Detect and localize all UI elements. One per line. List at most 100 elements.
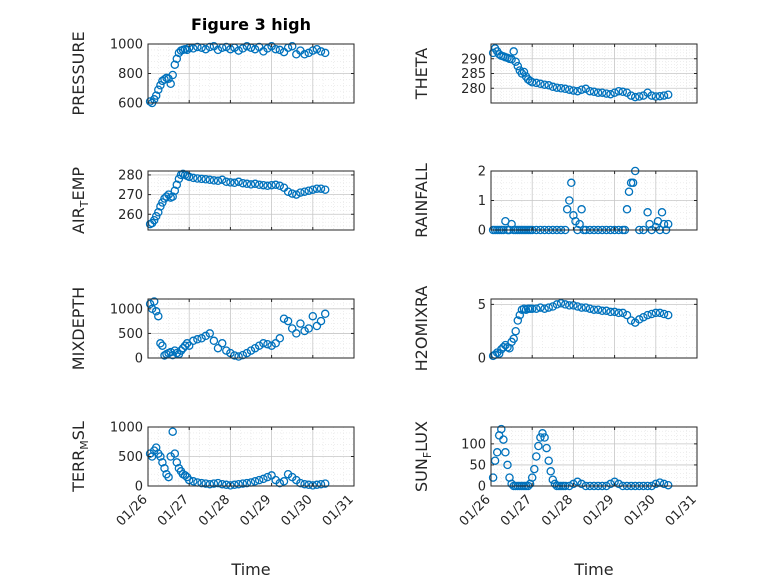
data-point — [569, 479, 578, 489]
data-point — [602, 306, 611, 316]
data-point — [316, 479, 326, 489]
data-point — [300, 479, 309, 489]
data-point — [647, 309, 656, 319]
data-point — [254, 341, 264, 350]
data-point — [234, 479, 243, 489]
data-point — [659, 309, 669, 319]
data-point — [655, 91, 665, 101]
x-tick-label: 01/31 — [320, 492, 357, 529]
data-point — [170, 60, 180, 69]
x-tick-label: 01/27 — [155, 492, 192, 529]
data-point — [267, 180, 276, 190]
data-point — [519, 67, 529, 77]
y-axis-label: RAINFALL — [412, 163, 431, 238]
data-point — [546, 467, 555, 476]
data-point — [217, 175, 227, 185]
data-point — [511, 57, 520, 66]
x-tick-label: 01/31 — [663, 492, 700, 529]
data-point — [145, 299, 155, 309]
data-point — [651, 479, 661, 489]
subplot-rainfall: 0 1 2 RAINFALL — [412, 163, 698, 239]
data-point — [296, 188, 305, 197]
data-point — [614, 86, 623, 96]
data-point — [160, 464, 169, 473]
data-point — [618, 308, 628, 318]
y-axis-label: SUNFLUX — [412, 421, 434, 492]
data-point — [300, 50, 309, 59]
subplot-pressure: 600 800 1000 PRESSURE — [69, 31, 355, 116]
data-point — [635, 92, 644, 101]
data-point — [606, 89, 615, 99]
data-point — [170, 186, 180, 195]
data-point — [267, 341, 276, 350]
data-point — [534, 441, 543, 451]
data-point — [292, 190, 301, 199]
y-tick-label: 0 — [478, 352, 486, 367]
data-point — [189, 44, 198, 53]
y-tick-label: 2 — [478, 165, 486, 180]
data-point — [168, 427, 177, 436]
data-point — [205, 42, 215, 52]
y-axis-label: AIRTEMP — [69, 167, 91, 234]
data-point — [172, 180, 182, 190]
data-point — [503, 460, 512, 470]
data-point — [507, 219, 516, 229]
subplot-h2omixra: 0 5 H2OMIXRA — [412, 286, 698, 371]
axes-box — [147, 170, 355, 231]
data-point — [234, 177, 243, 187]
data-point — [197, 478, 206, 488]
data-point — [663, 219, 673, 229]
data-point — [156, 452, 165, 461]
data-point — [581, 303, 591, 312]
data-point — [488, 473, 498, 482]
data-point — [154, 311, 163, 321]
y-tick-label: 1000 — [110, 302, 143, 317]
data-point — [287, 324, 297, 333]
data-point — [527, 78, 537, 87]
data-point — [189, 336, 198, 346]
data-point — [643, 208, 652, 217]
data-point — [565, 85, 574, 94]
data-point — [544, 81, 553, 90]
data-point — [614, 308, 623, 318]
data-point — [562, 205, 572, 214]
data-point — [279, 314, 289, 323]
data-point — [548, 302, 558, 311]
mixdepth-points — [145, 297, 330, 361]
data-point — [156, 81, 165, 90]
axes-box — [147, 298, 355, 359]
data-point — [565, 196, 574, 205]
data-point — [213, 478, 223, 488]
data-point — [275, 334, 285, 343]
data-point — [602, 89, 611, 98]
data-point — [532, 78, 541, 88]
data-point — [659, 479, 669, 489]
y-tick-label: 1 — [478, 194, 486, 209]
data-point — [259, 474, 268, 484]
data-point — [542, 443, 551, 453]
data-point — [308, 311, 318, 321]
data-point — [193, 42, 202, 52]
data-point — [213, 343, 223, 353]
data-point — [639, 91, 648, 100]
data-point — [205, 175, 215, 185]
y-tick-label: 0 — [135, 480, 143, 495]
data-point — [304, 324, 313, 333]
y-tick-label: 1000 — [110, 421, 143, 436]
data-point — [156, 339, 165, 348]
data-point — [316, 184, 326, 193]
y-tick-label: 280 — [461, 82, 486, 97]
data-point — [624, 187, 634, 196]
data-point — [544, 303, 553, 312]
subplot-sun_flux: 01/26 01/27 01/28 01/29 01/30 01/31 0 50 100 SUNF… — [412, 421, 700, 529]
data-point — [556, 299, 566, 308]
data-point — [300, 187, 309, 196]
data-point — [158, 458, 167, 467]
data-point — [540, 80, 549, 89]
data-point — [246, 180, 256, 189]
data-point — [259, 339, 268, 348]
data-point — [589, 87, 599, 97]
y-tick-label: 0 — [135, 352, 143, 367]
y-tick-label: 260 — [118, 208, 143, 223]
